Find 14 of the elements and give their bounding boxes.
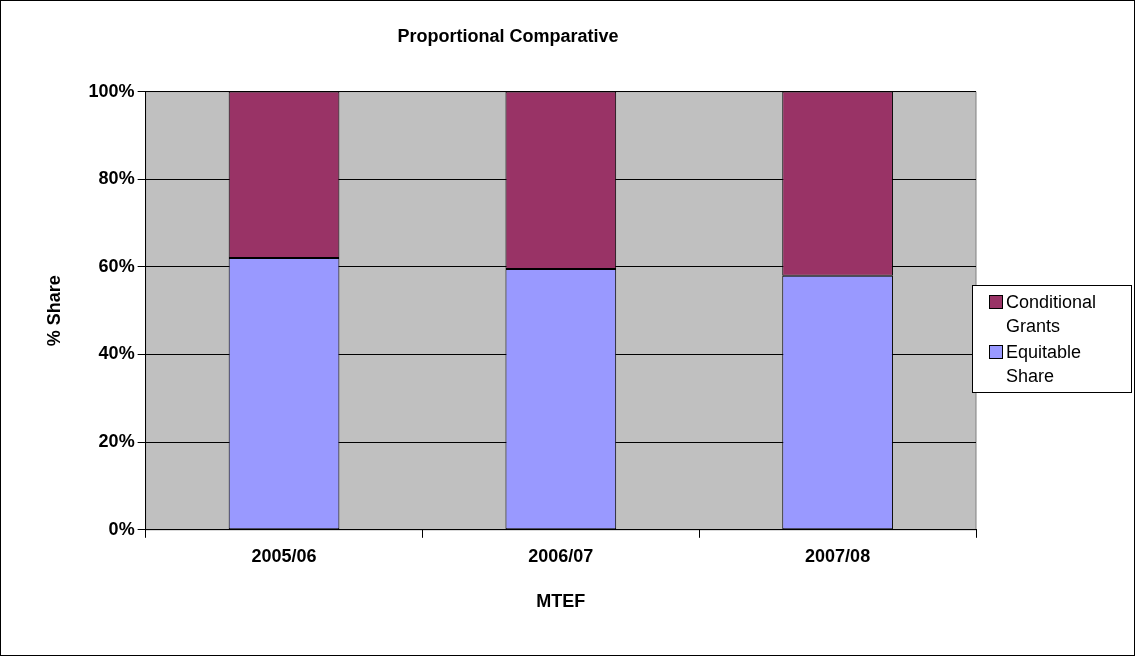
y-tick-label: 0%	[108, 518, 135, 539]
chart-title: Proportional Comparative	[397, 25, 619, 46]
y-axis-title: % Share	[43, 275, 64, 347]
x-axis-title: MTEF	[536, 591, 586, 612]
x-tick-label: 2007/08	[805, 545, 871, 566]
y-tick-label: 60%	[98, 255, 135, 276]
y-tick-label: 40%	[98, 343, 135, 364]
y-tick-label: 20%	[98, 431, 135, 452]
x-tick-label: 2005/06	[251, 545, 317, 566]
y-tick-label: 80%	[98, 168, 135, 189]
legend-label: Equitable Share	[1006, 341, 1083, 388]
legend-label: Conditional Grants	[1006, 291, 1098, 338]
x-tick-label: 2006/07	[528, 545, 594, 566]
y-tick-label: 100%	[88, 80, 135, 101]
